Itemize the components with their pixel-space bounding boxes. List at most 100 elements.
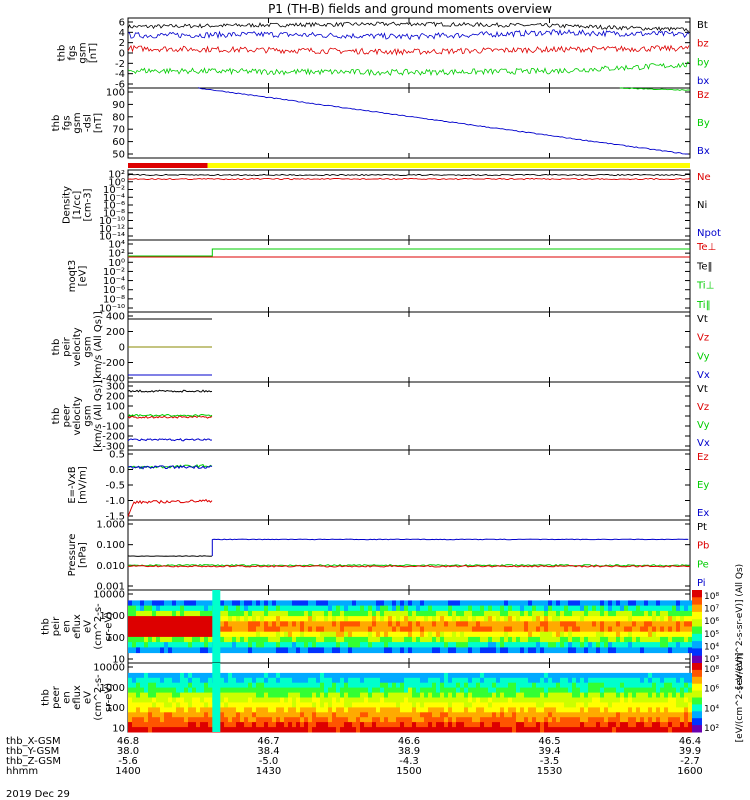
panel-frame <box>127 311 691 383</box>
spec-cell <box>652 600 656 607</box>
spec-cell <box>260 636 264 643</box>
spec-cell <box>684 677 688 684</box>
spec-cell <box>264 717 268 723</box>
spec-cell <box>196 605 200 612</box>
spec-cell <box>228 717 232 723</box>
spec-cell <box>636 600 640 607</box>
spec-cell <box>628 621 632 627</box>
spec-cell <box>632 600 636 607</box>
spec-cell <box>368 707 372 713</box>
colorbar-tick-label: 10⁸ <box>704 665 719 675</box>
spec-cell <box>492 647 496 654</box>
y-tick-label: 100 <box>106 633 125 644</box>
spec-cell <box>396 727 400 733</box>
spec-cell <box>272 677 276 684</box>
spec-cell <box>172 672 176 679</box>
spec-cell <box>336 702 340 708</box>
spec-cell <box>616 707 620 713</box>
spec-cell <box>248 631 252 638</box>
spec-cell <box>364 727 368 733</box>
spec-cell <box>176 626 180 633</box>
spec-cell <box>480 687 484 693</box>
spec-cell <box>160 642 164 648</box>
spec-cell <box>156 682 160 689</box>
spec-cell <box>640 626 644 633</box>
spec-cell <box>220 722 224 728</box>
spec-cell <box>324 687 328 693</box>
spec-cell <box>268 712 272 718</box>
spec-cell <box>228 610 232 617</box>
spec-cell <box>188 610 192 617</box>
spec-cell <box>180 642 184 648</box>
spec-cell <box>488 626 492 633</box>
spec-cell <box>436 647 440 654</box>
spec-cell <box>244 672 248 679</box>
spec-cell <box>444 626 448 633</box>
spec-cell <box>324 677 328 684</box>
spec-cell <box>684 642 688 648</box>
spec-cell <box>556 626 560 633</box>
spec-cell <box>524 642 528 648</box>
spec-cell <box>504 610 508 617</box>
spec-cell <box>444 692 448 698</box>
spec-cell <box>276 687 280 693</box>
spec-cell <box>408 610 412 617</box>
spec-cell <box>200 636 204 643</box>
spec-cell <box>472 687 476 693</box>
spec-cell <box>364 642 368 648</box>
spec-cell <box>504 717 508 723</box>
spec-cell <box>484 677 488 684</box>
spec-cell <box>500 687 504 693</box>
spec-cell <box>660 717 664 723</box>
y-axis-label: (cm^2-s- <box>93 603 104 650</box>
spec-cell <box>608 605 612 612</box>
spec-cell <box>152 672 156 679</box>
spec-cell <box>608 672 612 679</box>
spec-cell <box>664 616 668 622</box>
spec-cell <box>416 677 420 684</box>
spec-cell <box>608 600 612 607</box>
spec-cell <box>544 600 548 607</box>
spec-cell <box>176 722 180 728</box>
spec-cell <box>388 682 392 689</box>
spec-cell <box>312 605 316 612</box>
spec-cell <box>200 702 204 708</box>
spec-cell <box>372 636 376 643</box>
spec-cell <box>428 636 432 643</box>
spec-cell <box>664 631 668 638</box>
spec-cell <box>276 631 280 638</box>
spec-cell <box>556 600 560 607</box>
spec-cell <box>540 672 544 679</box>
spec-cell <box>268 642 272 648</box>
y-axis-label: thb <box>51 408 62 425</box>
spec-cell <box>552 677 556 684</box>
spec-cell <box>568 692 572 698</box>
spec-cell <box>428 647 432 654</box>
spec-cell <box>536 642 540 648</box>
spec-cell <box>392 727 396 733</box>
spec-cell <box>332 697 336 703</box>
spec-cell <box>336 727 340 733</box>
spec-cell <box>660 692 664 698</box>
spec-cell <box>652 605 656 612</box>
spec-cell <box>348 631 352 638</box>
colorbar-segment <box>692 619 702 627</box>
spec-cell <box>492 642 496 648</box>
spec-cell <box>616 605 620 612</box>
spec-cell <box>604 687 608 693</box>
spec-cell <box>176 642 180 648</box>
colorbar-tick-label: 10⁵ <box>704 630 719 640</box>
spec-cell <box>572 605 576 612</box>
spec-cell <box>460 712 464 718</box>
spec-cell <box>204 697 208 703</box>
spec-cell <box>432 727 436 733</box>
spec-cell <box>380 636 384 643</box>
spec-cell <box>244 642 248 648</box>
spec-cell <box>508 647 512 654</box>
spec-cell <box>296 642 300 648</box>
spec-cell <box>184 616 188 622</box>
spec-cell <box>588 642 592 648</box>
spec-cell <box>480 682 484 689</box>
spec-cell <box>228 697 232 703</box>
spec-cell <box>492 707 496 713</box>
